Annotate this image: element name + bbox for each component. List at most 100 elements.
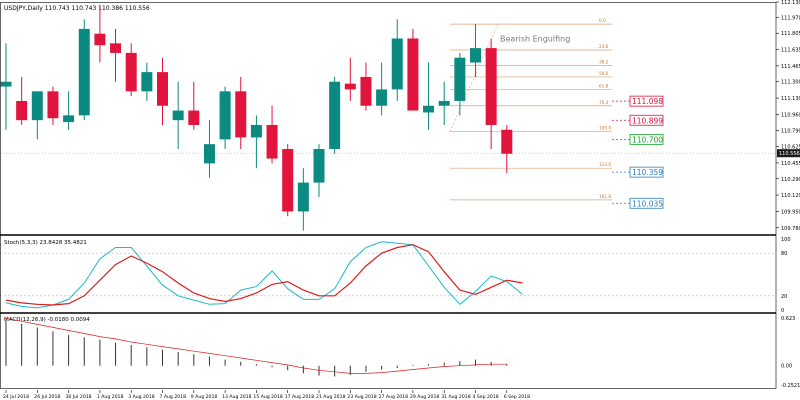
y-tick-label: 109.950 [781,209,800,215]
fib-level-label: 76.4 [599,100,609,105]
price-box [629,133,664,145]
candle-body [376,89,388,106]
candle-body [360,76,372,106]
y-tick-label: 109.780 [781,226,800,232]
candle-body [344,83,356,90]
candle-body [470,48,481,63]
fib-level-label: 38.2 [599,59,609,64]
price-box-label: 110.035 [632,199,663,208]
candle-body [250,124,262,138]
candle-body [78,28,90,116]
x-tick-label: 30 Jul 2018 [66,394,92,400]
candle-body [172,110,184,121]
stoch-tick-label: 20 [781,294,787,300]
y-tick-label: 110.120 [781,193,800,199]
y-tick-label: 112.130 [781,0,800,6]
x-tick-label: 29 Aug 2018 [410,394,440,400]
y-tick-label: 111.805 [781,31,800,37]
chart-border [0,2,777,389]
y-tick-label: 110.455 [781,161,800,167]
x-tick-label: 24 Jul 2018 [3,394,29,400]
macd-panel: MACD(12,26,9) -0.0180 0.0094 0.623 0.00 -0… [4,316,800,389]
macd-signal-line [5,317,507,374]
x-tick-label: 26 Jul 2018 [34,394,60,400]
x-tick-label: 4 Sep 2018 [473,394,499,400]
y-tick-label: 110.290 [781,177,800,183]
candle-body [157,72,168,106]
macd-tick-label: 0.623 [781,316,795,322]
x-tick-label: 27 Aug 2018 [379,394,409,400]
x-tick-label: 3 Aug 2018 [128,394,155,400]
x-tick-label: 7 Aug 2018 [160,394,187,400]
fib-level-label: 23.6 [599,44,609,49]
x-tick-label: 17 Aug 2018 [285,394,315,400]
candle-body [282,148,294,212]
y-tick-label: 111.970 [781,15,800,21]
candle-body [16,100,28,121]
candle-body [188,110,200,125]
pattern-annotation: Bearish Engulfing [500,34,570,43]
candle-body [94,33,106,46]
x-axis: 24 Jul 2018 26 Jul 2018 30 Jul 2018 1 Aug 2… [3,390,530,400]
price-box [629,95,664,107]
price-box-label: 110.359 [632,168,663,177]
price-panel-title: USDJPY,Daily 110.743 110.743 110.386 110… [4,5,150,12]
stochastic-title: Stoch(5,3,3) 23.8428 35.4821 [4,240,87,246]
stoch-tick-label: 100 [781,237,791,243]
candle-body [203,144,215,164]
y-tick-label: 111.465 [781,64,800,70]
candle-body [329,81,341,149]
price-box [629,166,664,178]
macd-tick-label: -0.2521 [781,383,800,389]
x-tick-label: 31 Aug 2018 [441,394,471,400]
candle-body [110,43,122,53]
candle-body [485,48,497,125]
candle-body [31,91,43,121]
current-price-label: 110.556 [779,151,800,157]
macd-title: MACD(12,26,9) -0.0180 0.0094 [4,317,90,323]
candle-body [313,148,325,183]
fib-level-label: 0.0 [599,18,606,23]
y-tick-label: 111.130 [781,96,800,102]
candle-body [391,38,403,90]
price-box-label: 111.098 [632,97,663,106]
candle-body [235,91,247,138]
candle-body [219,91,231,140]
y-tick-label: 110.625 [781,145,800,151]
stoch-main-line [5,241,523,309]
stoch-signal-line [5,244,523,306]
x-tick-label: 13 Aug 2018 [222,394,252,400]
fib-level-label: 123.6 [599,162,611,167]
price-box-label: 110.700 [632,135,663,144]
price-panel: USDJPY,Daily 110.743 110.743 110.386 110… [0,0,800,232]
macd-tick-label: 0.00 [781,364,792,370]
candle-body [454,57,466,101]
fib-level-label: 100.0 [599,126,611,131]
fib-level-label: 61.8 [599,83,609,88]
candle-body [423,105,435,113]
current-price-box [777,149,800,158]
candle-body [407,38,419,111]
price-box-label: 110.899 [632,116,663,125]
x-tick-label: 23 Aug 2018 [347,394,377,400]
y-tick-label: 110.960 [781,112,800,118]
x-tick-label: 6 Sep 2018 [504,394,530,400]
stoch-tick-label: 80 [781,251,787,257]
price-box [629,197,664,209]
price-box [629,114,664,126]
candle-body [47,91,59,119]
candle-body [0,81,12,87]
stochastic-panel: Stoch(5,3,3) 23.8428 35.4821 100 80 20 0 [0,237,791,314]
candle-body [125,52,137,92]
candle-body [266,124,278,159]
fib-level-label: 50.0 [599,71,609,76]
y-tick-label: 110.790 [781,129,800,135]
y-tick-label: 111.300 [781,80,800,86]
x-tick-label: 21 Aug 2018 [316,394,346,400]
candle-body [501,129,513,154]
x-tick-label: 1 Aug 2018 [97,394,124,400]
fib-level-label: 161.8 [599,194,611,199]
x-tick-label: 9 Aug 2018 [191,394,218,400]
candle-body [141,72,153,92]
